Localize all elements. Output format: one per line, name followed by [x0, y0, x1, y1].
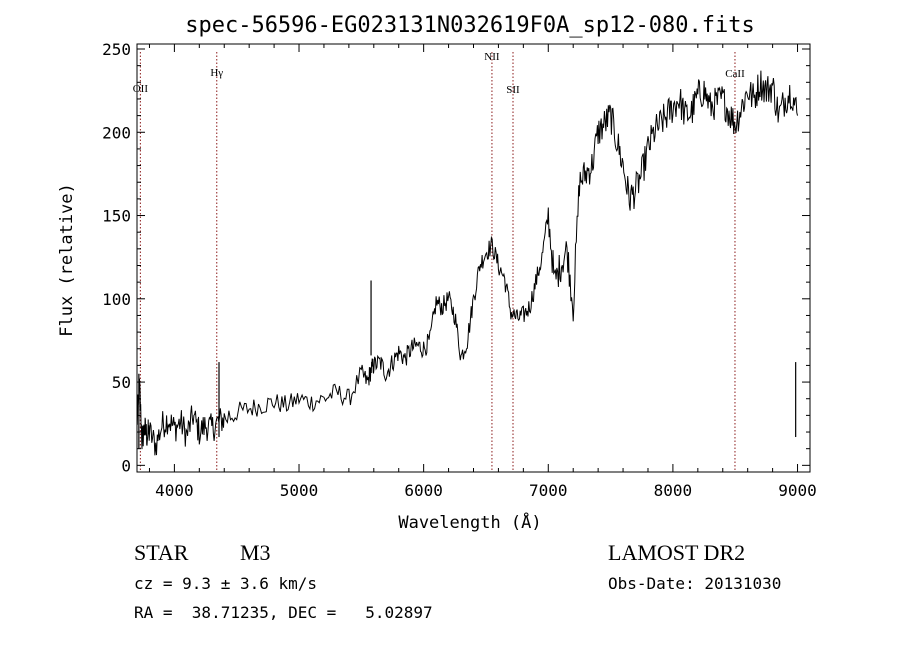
line-markers: OII Hγ NII SII CaII [133, 51, 745, 472]
y-tick-label: 50 [112, 373, 131, 392]
line-marker-label: OII [133, 83, 149, 95]
x-tick-label: 4000 [155, 481, 194, 500]
axis-ticks: 4000 5000 6000 7000 8000 9000 0 50 100 150 200 250 [102, 40, 817, 500]
spectrum-data [136, 70, 798, 456]
y-tick-label: 250 [102, 40, 131, 59]
y-axis-label: Flux (relative) [57, 183, 77, 337]
obs-date: Obs-Date: 20131030 [608, 574, 782, 593]
line-marker-label: CaII [725, 68, 745, 80]
line-marker-label: NII [484, 51, 500, 63]
y-tick-label: 200 [102, 123, 131, 142]
x-tick-label: 5000 [280, 481, 319, 500]
line-marker-label: SII [506, 84, 520, 96]
y-tick-label: 150 [102, 207, 131, 226]
line-marker-label: Hγ [210, 67, 223, 79]
x-tick-label: 9000 [778, 481, 817, 500]
x-tick-label: 6000 [404, 481, 443, 500]
y-tick-label: 100 [102, 290, 131, 309]
survey-name: LAMOST DR2 [608, 540, 746, 565]
object-subclass: M3 [240, 540, 271, 565]
object-class: STAR [134, 540, 189, 565]
plot-frame [136, 43, 811, 473]
redshift-line: cz = 9.3 ± 3.6 km/s [134, 574, 318, 593]
coordinates: RA = 38.71235, DEC = 5.02897 [134, 603, 433, 622]
x-tick-label: 7000 [529, 481, 568, 500]
y-tick-label: 0 [121, 456, 131, 475]
spectrum-line [136, 70, 798, 456]
x-tick-label: 8000 [654, 481, 693, 500]
x-axis-label: Wavelength (Å) [398, 511, 541, 533]
chart-title: spec-56596-EG023131N032619F0A_sp12-080.f… [185, 13, 755, 38]
